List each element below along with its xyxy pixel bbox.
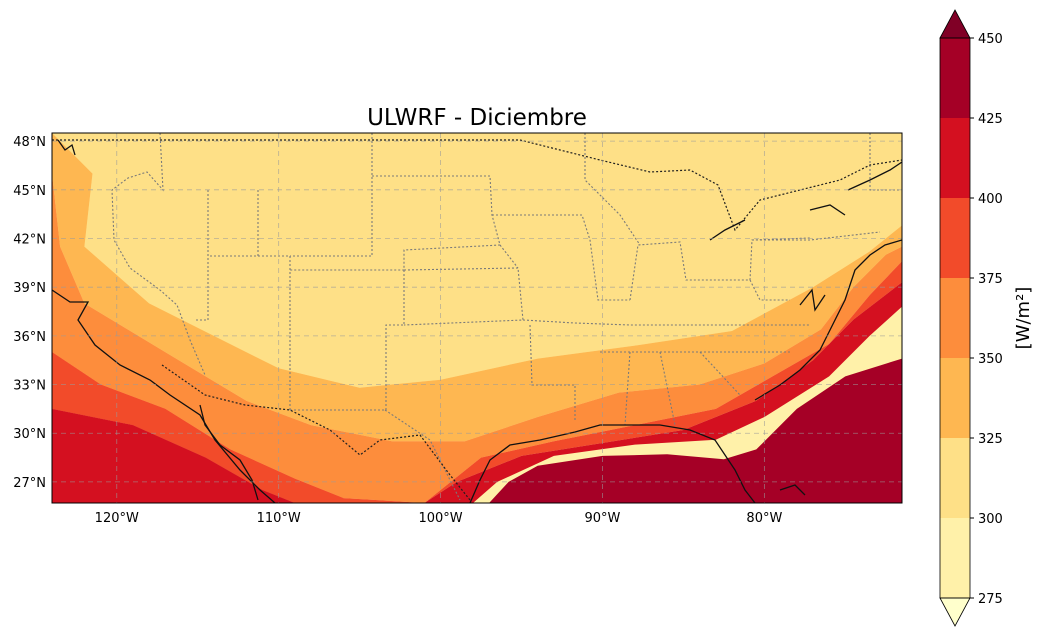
map-panel (51, 132, 903, 504)
lat-tick-label: 48°N (13, 135, 46, 150)
colorbar-tick-label: 300 (978, 512, 1003, 527)
lat-tick-label: 33°N (13, 379, 46, 394)
colorbar-tick-label: 425 (978, 112, 1003, 127)
colorbar-tick-label: 375 (978, 272, 1003, 287)
coastlines (52, 139, 902, 503)
longitude-axis: 120°W 110°W 100°W 90°W 80°W (95, 511, 783, 526)
contour-region-325-350-1 (52, 133, 902, 388)
colorbar-tick-label: 275 (978, 592, 1003, 607)
colorbar: 275 300 325 350 375 400 425 450 (939, 9, 1003, 627)
colorbar-tick-label: 400 (978, 192, 1003, 207)
colorbar-segment (940, 518, 970, 598)
colorbar-segment (940, 198, 970, 278)
lon-tick-label: 90°W (585, 511, 621, 526)
state-borders (111, 133, 900, 501)
lat-tick-label: 39°N (13, 281, 46, 296)
colorbar-label: [W/m²] (1013, 287, 1034, 350)
lon-tick-label: 110°W (257, 511, 301, 526)
colorbar-extend-max (939, 9, 971, 39)
contour-fill-layer (52, 133, 902, 503)
colorbar-segment (940, 438, 970, 518)
contour-region-400-425-5 (52, 352, 344, 503)
contour-region-425-450-6 (52, 408, 295, 503)
latitude-axis: 27°N 30°N 33°N 36°N 39°N 42°N 45°N 48°N (13, 135, 46, 491)
contour-region-425-450-7 (424, 282, 902, 503)
lon-tick-label: 120°W (95, 511, 139, 526)
contour-region--450-8 (489, 358, 902, 503)
lat-tick-label: 36°N (13, 330, 46, 345)
colorbar-tick-label: 450 (978, 32, 1003, 47)
lat-tick-label: 30°N (13, 427, 46, 442)
colorbar-frame (939, 37, 971, 599)
colorbar-segment (940, 38, 970, 118)
colorbar-segment (940, 278, 970, 358)
contour-region-375-400-3 (52, 173, 902, 503)
lon-tick-label: 100°W (418, 511, 462, 526)
colorbar-segment (940, 358, 970, 438)
map-title: ULWRF - Diciembre (367, 105, 587, 131)
gridlines (52, 133, 902, 503)
colorbar-segment (940, 118, 970, 198)
colorbar-tick-label: 350 (978, 352, 1003, 367)
contour-region-350-375-2 (52, 133, 902, 442)
lon-tick-label: 80°W (746, 511, 782, 526)
international-borders (52, 139, 902, 501)
map-frame (51, 132, 903, 504)
lat-tick-label: 27°N (13, 476, 46, 491)
lat-tick-label: 42°N (13, 232, 46, 247)
colorbar-extend-min (939, 597, 971, 627)
lat-tick-label: 45°N (13, 184, 46, 199)
colorbar-tick-label: 325 (978, 432, 1003, 447)
